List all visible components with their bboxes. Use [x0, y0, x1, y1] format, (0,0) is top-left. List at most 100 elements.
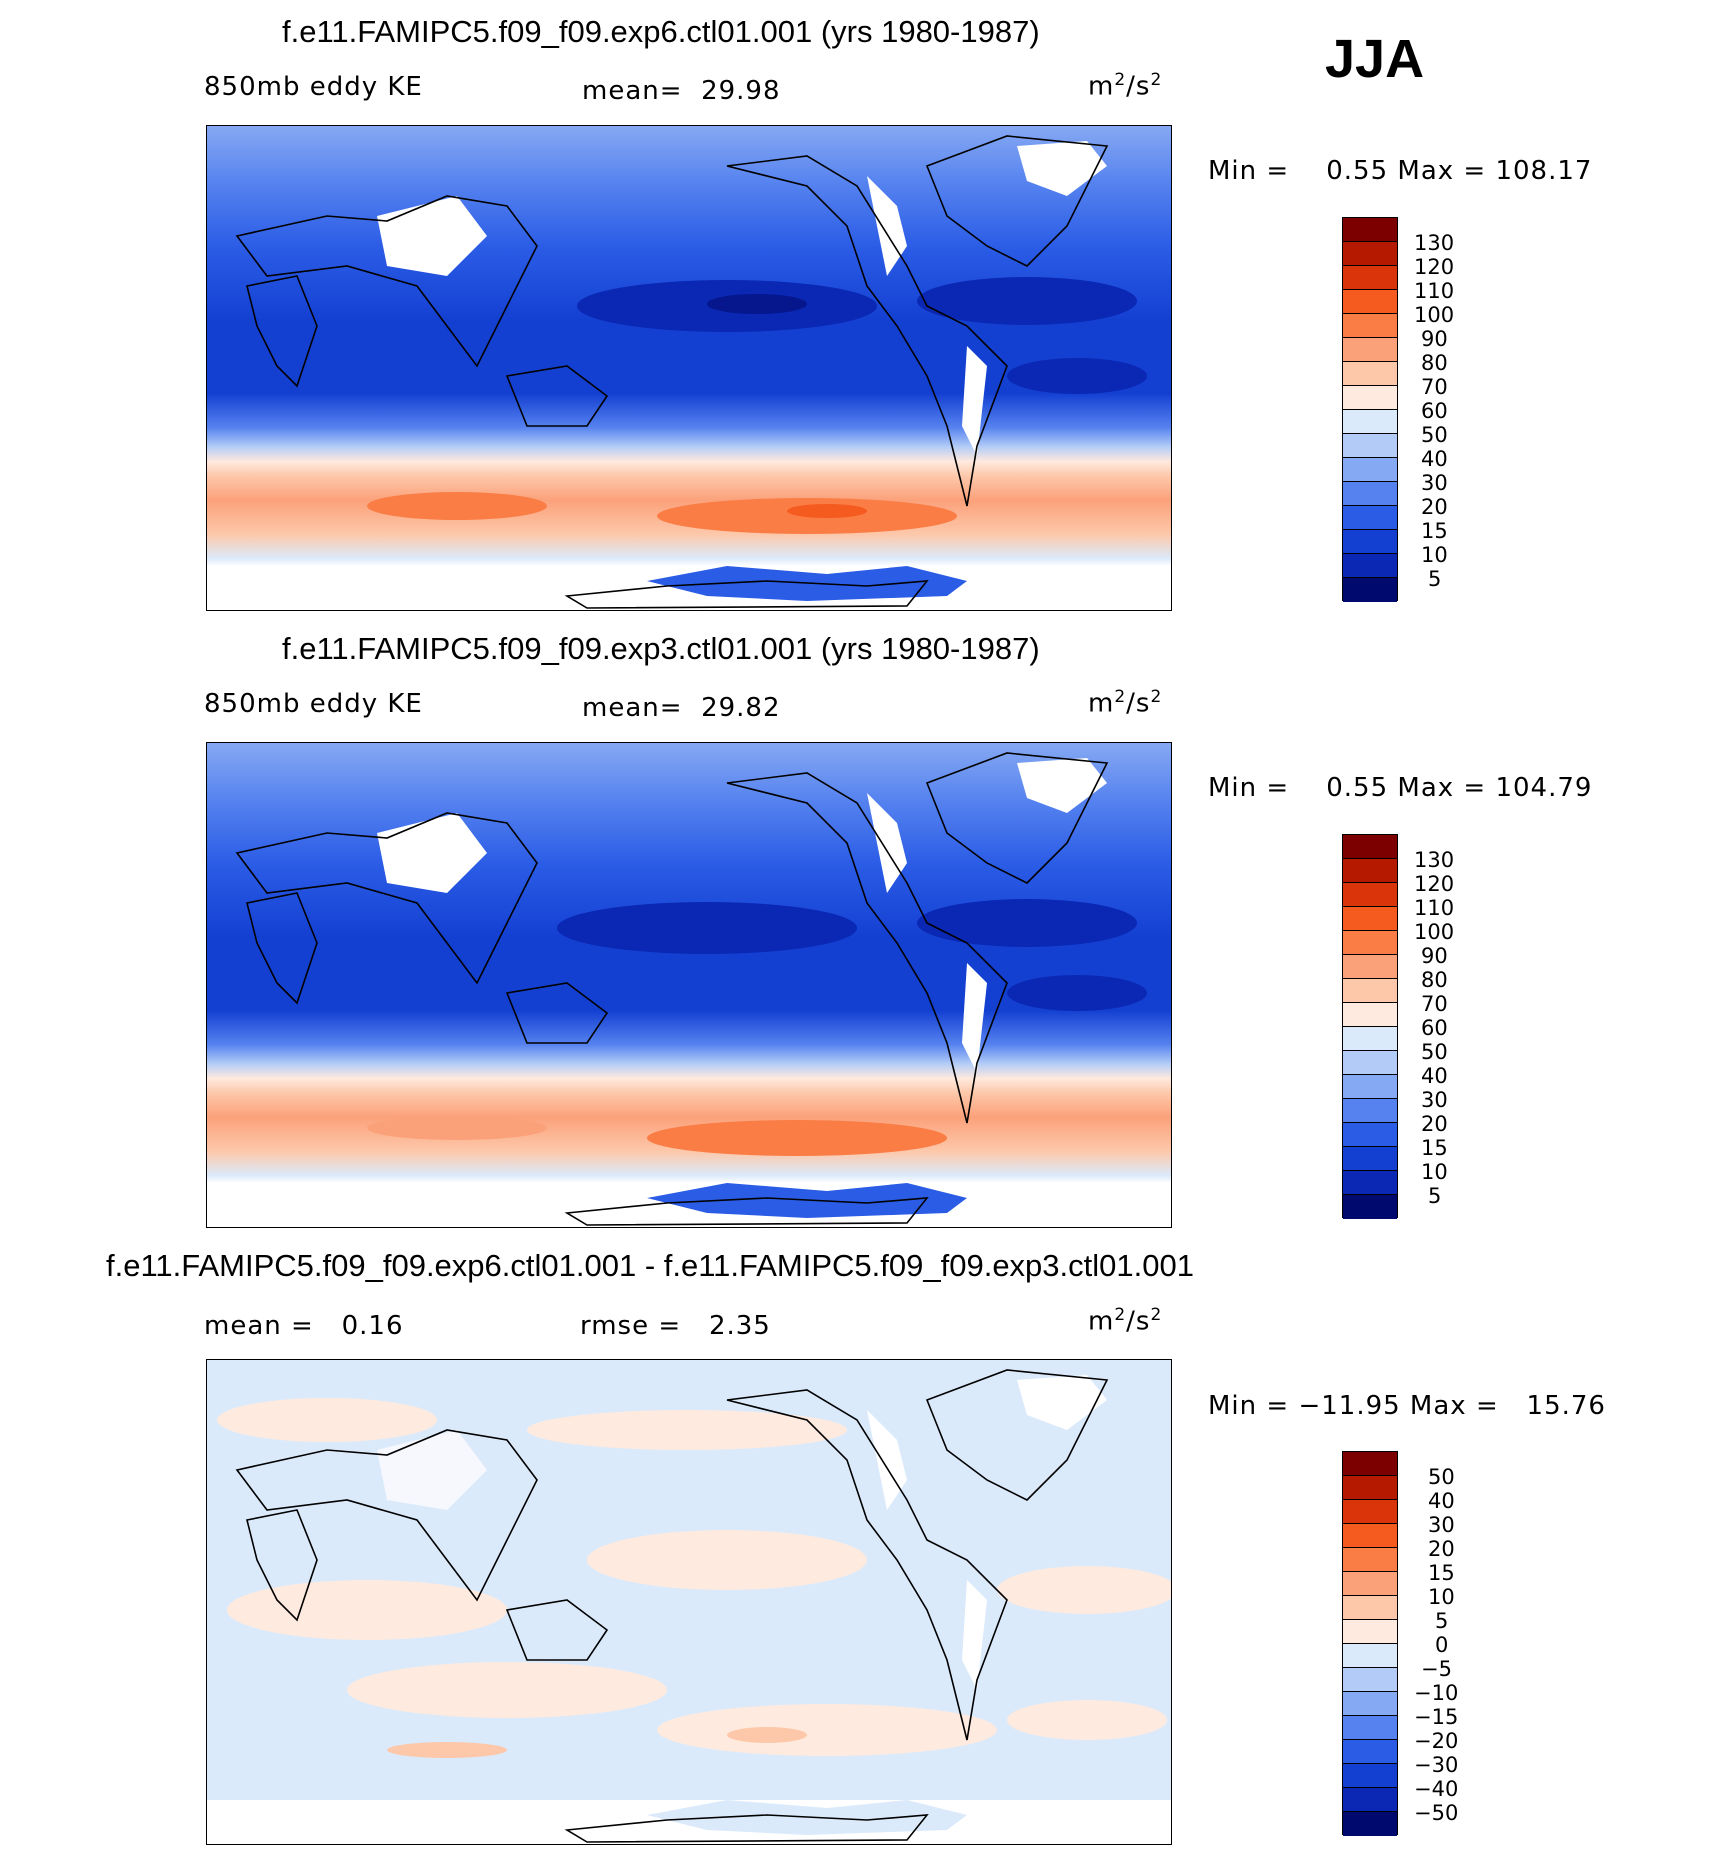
panel2-colorbar-cell — [1343, 1027, 1397, 1051]
panel1-colorbar-cell — [1343, 458, 1397, 482]
panel2-colorbar-cell — [1343, 979, 1397, 1003]
panel2-minmax: Min = 0.55 Max = 104.79 — [1208, 773, 1593, 803]
panel2-colorbar-label: 15 — [1421, 1136, 1448, 1160]
panel1-colorbar-cell — [1343, 482, 1397, 506]
panel1-colorbar-label: 10 — [1421, 543, 1448, 567]
panel3-colorbar-cell — [1343, 1548, 1397, 1572]
panel1-colorbar-cell — [1343, 314, 1397, 338]
panel3-mean-label: mean = 0.16 — [204, 1311, 404, 1341]
panel2-title: f.e11.FAMIPC5.f09_f09.exp3.ctl01.001 (yr… — [282, 631, 1040, 666]
panel1-title: f.e11.FAMIPC5.f09_f09.exp6.ctl01.001 (yr… — [282, 14, 1040, 49]
panel2-units: m2/s2 — [1088, 687, 1163, 719]
panel3-colorbar-label: 50 — [1428, 1465, 1455, 1489]
panel2-field-label: 850mb eddy KE — [204, 689, 423, 719]
panel2-colorbar-label: 130 — [1414, 848, 1455, 872]
panel1-units: m2/s2 — [1088, 70, 1163, 102]
panel2-colorbar-cell — [1343, 835, 1397, 859]
panel1-colorbar-label: 80 — [1421, 351, 1448, 375]
panel3-colorbar-cell — [1343, 1644, 1397, 1668]
panel3-colorbar-label: −50 — [1414, 1801, 1459, 1825]
panel3-colorbar-label: 40 — [1428, 1489, 1455, 1513]
panel1-colorbar-label: 110 — [1414, 279, 1455, 303]
panel1-colorbar-cell — [1343, 434, 1397, 458]
panel3-colorbar-label: −30 — [1414, 1753, 1459, 1777]
panel1-colorbar-cell — [1343, 506, 1397, 530]
panel3-colorbar-cell — [1343, 1524, 1397, 1548]
panel3-title: f.e11.FAMIPC5.f09_f09.exp6.ctl01.001 - f… — [106, 1248, 1194, 1283]
panel1-colorbar-label: 90 — [1421, 327, 1448, 351]
panel2-colorbar-cell — [1343, 859, 1397, 883]
panel3-colorbar-cell — [1343, 1692, 1397, 1716]
panel1-colorbar-cell — [1343, 242, 1397, 266]
panel3-colorbar-cell — [1343, 1476, 1397, 1500]
panel1-colorbar-label: 60 — [1421, 399, 1448, 423]
panel1-colorbar-cell — [1343, 410, 1397, 434]
panel1-colorbar-label: 15 — [1421, 519, 1448, 543]
panel2-colorbar-label: 60 — [1421, 1016, 1448, 1040]
panel2-colorbar-cell — [1343, 1051, 1397, 1075]
panel3-colorbar-cell — [1343, 1596, 1397, 1620]
panel2-colorbar-label: 5 — [1428, 1184, 1442, 1208]
panel3-colorbar-label: 5 — [1435, 1609, 1449, 1633]
panel2-colorbar-label: 10 — [1421, 1160, 1448, 1184]
panel1-colorbar-cell — [1343, 338, 1397, 362]
panel3-colorbar-label: −10 — [1414, 1681, 1459, 1705]
panel3-colorbar-label: −5 — [1421, 1657, 1452, 1681]
panel2-colorbar-label: 120 — [1414, 872, 1455, 896]
panel1-colorbar-cell — [1343, 290, 1397, 314]
panel3-units: m2/s2 — [1088, 1305, 1163, 1337]
panel1-minmax: Min = 0.55 Max = 108.17 — [1208, 156, 1593, 186]
panel2-colorbar-cell — [1343, 907, 1397, 931]
panel2-colorbar-label: 110 — [1414, 896, 1455, 920]
panel1-colorbar-label: 70 — [1421, 375, 1448, 399]
panel1-colorbar-label: 130 — [1414, 231, 1455, 255]
panel3-colorbar-cell — [1343, 1452, 1397, 1476]
panel1-colorbar-cell — [1343, 554, 1397, 578]
panel3-colorbar-cell — [1343, 1740, 1397, 1764]
panel1-colorbar-cell — [1343, 386, 1397, 410]
panel1-mean-label: mean= 29.98 — [582, 76, 781, 106]
season-label: JJA — [1325, 29, 1425, 89]
panel3-colorbar-label: 10 — [1428, 1585, 1455, 1609]
panel2-colorbar-label: 100 — [1414, 920, 1455, 944]
panel1-colorbar-label: 50 — [1421, 423, 1448, 447]
panel2-colorbar-label: 80 — [1421, 968, 1448, 992]
panel1-colorbar-cell — [1343, 362, 1397, 386]
panel1-colorbar-label: 120 — [1414, 255, 1455, 279]
panel1-mean-value: 29.98 — [701, 76, 781, 106]
panel3-colorbar — [1342, 1451, 1398, 1836]
panel3-colorbar-cell — [1343, 1812, 1397, 1836]
panel2-colorbar-cell — [1343, 1075, 1397, 1099]
panel3-minmax: Min = −11.95 Max = 15.76 — [1208, 1391, 1606, 1421]
panel1-colorbar — [1342, 217, 1398, 602]
panel1-colorbar-cell — [1343, 530, 1397, 554]
panel2-colorbar-label: 20 — [1421, 1112, 1448, 1136]
panel2-colorbar — [1342, 834, 1398, 1219]
panel2-colorbar-cell — [1343, 883, 1397, 907]
panel3-colorbar-cell — [1343, 1764, 1397, 1788]
panel3-map — [206, 1359, 1172, 1845]
panel3-colorbar-label: 15 — [1428, 1561, 1455, 1585]
panel2-colorbar-label: 50 — [1421, 1040, 1448, 1064]
panel2-colorbar-cell — [1343, 1099, 1397, 1123]
panel3-colorbar-label: −20 — [1414, 1729, 1459, 1753]
panel2-colorbar-cell — [1343, 1123, 1397, 1147]
panel2-colorbar-cell — [1343, 955, 1397, 979]
panel2-colorbar-cell — [1343, 931, 1397, 955]
panel2-colorbar-label: 40 — [1421, 1064, 1448, 1088]
panel1-colorbar-label: 100 — [1414, 303, 1455, 327]
panel3-colorbar-label: −15 — [1414, 1705, 1459, 1729]
panel3-rmse-value: 2.35 — [708, 1311, 771, 1341]
panel3-colorbar-label: −40 — [1414, 1777, 1459, 1801]
panel3-colorbar-cell — [1343, 1572, 1397, 1596]
panel2-colorbar-cell — [1343, 1195, 1397, 1219]
panel1-colorbar-cell — [1343, 578, 1397, 602]
panel1-colorbar-label: 20 — [1421, 495, 1448, 519]
panel3-colorbar-cell — [1343, 1788, 1397, 1812]
panel3-colorbar-label: 0 — [1435, 1633, 1449, 1657]
panel2-colorbar-cell — [1343, 1003, 1397, 1027]
panel2-colorbar-label: 70 — [1421, 992, 1448, 1016]
panel3-colorbar-label: 30 — [1428, 1513, 1455, 1537]
panel1-colorbar-cell — [1343, 266, 1397, 290]
panel1-colorbar-cell — [1343, 218, 1397, 242]
